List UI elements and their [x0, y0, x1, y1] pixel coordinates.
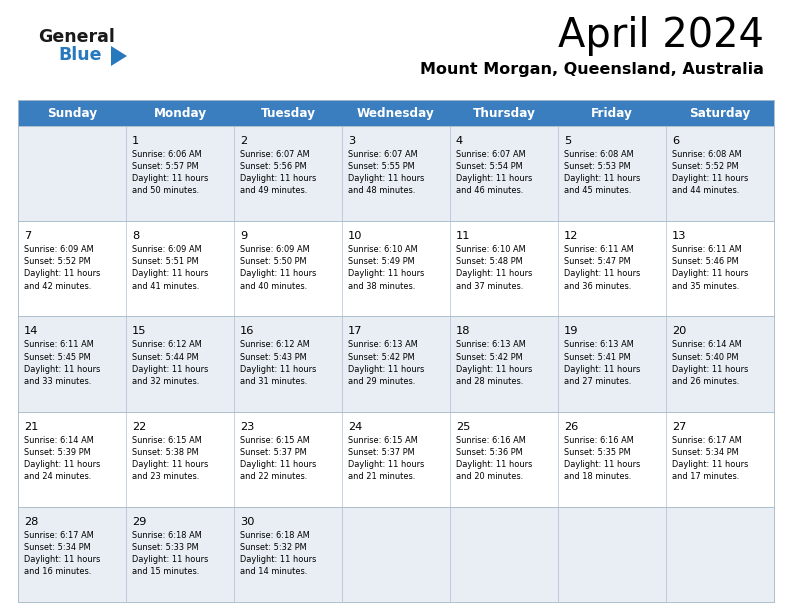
Text: 7: 7 [24, 231, 31, 241]
Text: Sunrise: 6:09 AM
Sunset: 5:52 PM
Daylight: 11 hours
and 42 minutes.: Sunrise: 6:09 AM Sunset: 5:52 PM Dayligh… [24, 245, 101, 291]
Text: 16: 16 [240, 326, 254, 337]
Text: Sunrise: 6:09 AM
Sunset: 5:51 PM
Daylight: 11 hours
and 41 minutes.: Sunrise: 6:09 AM Sunset: 5:51 PM Dayligh… [132, 245, 208, 291]
Text: 8: 8 [132, 231, 139, 241]
Text: 2: 2 [240, 136, 247, 146]
Text: 3: 3 [348, 136, 356, 146]
Text: 4: 4 [456, 136, 463, 146]
Text: Sunrise: 6:11 AM
Sunset: 5:47 PM
Daylight: 11 hours
and 36 minutes.: Sunrise: 6:11 AM Sunset: 5:47 PM Dayligh… [564, 245, 640, 291]
Text: Sunrise: 6:06 AM
Sunset: 5:57 PM
Daylight: 11 hours
and 50 minutes.: Sunrise: 6:06 AM Sunset: 5:57 PM Dayligh… [132, 150, 208, 195]
Text: 30: 30 [240, 517, 254, 527]
Text: Sunrise: 6:15 AM
Sunset: 5:37 PM
Daylight: 11 hours
and 22 minutes.: Sunrise: 6:15 AM Sunset: 5:37 PM Dayligh… [240, 436, 316, 481]
Text: Sunrise: 6:18 AM
Sunset: 5:33 PM
Daylight: 11 hours
and 15 minutes.: Sunrise: 6:18 AM Sunset: 5:33 PM Dayligh… [132, 531, 208, 577]
Text: Mount Morgan, Queensland, Australia: Mount Morgan, Queensland, Australia [420, 62, 764, 77]
Text: Sunrise: 6:18 AM
Sunset: 5:32 PM
Daylight: 11 hours
and 14 minutes.: Sunrise: 6:18 AM Sunset: 5:32 PM Dayligh… [240, 531, 316, 577]
Text: General: General [38, 28, 115, 46]
Text: Sunrise: 6:12 AM
Sunset: 5:44 PM
Daylight: 11 hours
and 32 minutes.: Sunrise: 6:12 AM Sunset: 5:44 PM Dayligh… [132, 340, 208, 386]
Text: Sunrise: 6:14 AM
Sunset: 5:39 PM
Daylight: 11 hours
and 24 minutes.: Sunrise: 6:14 AM Sunset: 5:39 PM Dayligh… [24, 436, 101, 481]
Bar [18, 412, 774, 507]
Text: Blue: Blue [58, 46, 101, 64]
Text: 13: 13 [672, 231, 687, 241]
Text: Sunrise: 6:14 AM
Sunset: 5:40 PM
Daylight: 11 hours
and 26 minutes.: Sunrise: 6:14 AM Sunset: 5:40 PM Dayligh… [672, 340, 748, 386]
Bar [18, 316, 774, 412]
Text: Sunrise: 6:17 AM
Sunset: 5:34 PM
Daylight: 11 hours
and 17 minutes.: Sunrise: 6:17 AM Sunset: 5:34 PM Dayligh… [672, 436, 748, 481]
Bar [18, 221, 774, 316]
Text: Wednesday: Wednesday [357, 106, 435, 119]
Text: Sunrise: 6:10 AM
Sunset: 5:48 PM
Daylight: 11 hours
and 37 minutes.: Sunrise: 6:10 AM Sunset: 5:48 PM Dayligh… [456, 245, 532, 291]
Text: 5: 5 [564, 136, 571, 146]
Text: 12: 12 [564, 231, 578, 241]
Text: 6: 6 [672, 136, 679, 146]
Bar [18, 126, 774, 221]
Text: Sunrise: 6:07 AM
Sunset: 5:54 PM
Daylight: 11 hours
and 46 minutes.: Sunrise: 6:07 AM Sunset: 5:54 PM Dayligh… [456, 150, 532, 195]
Text: Sunrise: 6:13 AM
Sunset: 5:41 PM
Daylight: 11 hours
and 27 minutes.: Sunrise: 6:13 AM Sunset: 5:41 PM Dayligh… [564, 340, 640, 386]
Text: Sunrise: 6:17 AM
Sunset: 5:34 PM
Daylight: 11 hours
and 16 minutes.: Sunrise: 6:17 AM Sunset: 5:34 PM Dayligh… [24, 531, 101, 577]
Text: 17: 17 [348, 326, 363, 337]
Text: 18: 18 [456, 326, 470, 337]
Text: 14: 14 [24, 326, 38, 337]
Text: 9: 9 [240, 231, 247, 241]
Text: 22: 22 [132, 422, 147, 431]
Text: 24: 24 [348, 422, 362, 431]
Text: Sunrise: 6:15 AM
Sunset: 5:37 PM
Daylight: 11 hours
and 21 minutes.: Sunrise: 6:15 AM Sunset: 5:37 PM Dayligh… [348, 436, 425, 481]
Text: Thursday: Thursday [473, 106, 535, 119]
Text: Monday: Monday [154, 106, 207, 119]
Text: 27: 27 [672, 422, 687, 431]
Text: Sunrise: 6:11 AM
Sunset: 5:46 PM
Daylight: 11 hours
and 35 minutes.: Sunrise: 6:11 AM Sunset: 5:46 PM Dayligh… [672, 245, 748, 291]
Text: Sunrise: 6:08 AM
Sunset: 5:53 PM
Daylight: 11 hours
and 45 minutes.: Sunrise: 6:08 AM Sunset: 5:53 PM Dayligh… [564, 150, 640, 195]
Polygon shape [111, 46, 127, 66]
Text: Sunrise: 6:16 AM
Sunset: 5:36 PM
Daylight: 11 hours
and 20 minutes.: Sunrise: 6:16 AM Sunset: 5:36 PM Dayligh… [456, 436, 532, 481]
Text: 11: 11 [456, 231, 470, 241]
Text: Sunrise: 6:12 AM
Sunset: 5:43 PM
Daylight: 11 hours
and 31 minutes.: Sunrise: 6:12 AM Sunset: 5:43 PM Dayligh… [240, 340, 316, 386]
Text: 19: 19 [564, 326, 578, 337]
Text: Sunrise: 6:09 AM
Sunset: 5:50 PM
Daylight: 11 hours
and 40 minutes.: Sunrise: 6:09 AM Sunset: 5:50 PM Dayligh… [240, 245, 316, 291]
Text: 21: 21 [24, 422, 38, 431]
Text: 28: 28 [24, 517, 38, 527]
Text: 20: 20 [672, 326, 687, 337]
Text: 15: 15 [132, 326, 147, 337]
Text: 26: 26 [564, 422, 578, 431]
Text: Sunrise: 6:13 AM
Sunset: 5:42 PM
Daylight: 11 hours
and 28 minutes.: Sunrise: 6:13 AM Sunset: 5:42 PM Dayligh… [456, 340, 532, 386]
Text: Sunrise: 6:11 AM
Sunset: 5:45 PM
Daylight: 11 hours
and 33 minutes.: Sunrise: 6:11 AM Sunset: 5:45 PM Dayligh… [24, 340, 101, 386]
Text: 29: 29 [132, 517, 147, 527]
Text: 10: 10 [348, 231, 363, 241]
Text: Friday: Friday [591, 106, 633, 119]
Text: 1: 1 [132, 136, 139, 146]
Text: Sunrise: 6:07 AM
Sunset: 5:56 PM
Daylight: 11 hours
and 49 minutes.: Sunrise: 6:07 AM Sunset: 5:56 PM Dayligh… [240, 150, 316, 195]
Text: Sunrise: 6:07 AM
Sunset: 5:55 PM
Daylight: 11 hours
and 48 minutes.: Sunrise: 6:07 AM Sunset: 5:55 PM Dayligh… [348, 150, 425, 195]
Text: Sunrise: 6:13 AM
Sunset: 5:42 PM
Daylight: 11 hours
and 29 minutes.: Sunrise: 6:13 AM Sunset: 5:42 PM Dayligh… [348, 340, 425, 386]
Text: 25: 25 [456, 422, 470, 431]
Text: Tuesday: Tuesday [261, 106, 315, 119]
Text: Saturday: Saturday [689, 106, 751, 119]
Text: 23: 23 [240, 422, 254, 431]
Text: April 2024: April 2024 [558, 16, 764, 56]
Bar [18, 507, 774, 602]
Bar [18, 100, 774, 126]
Text: Sunrise: 6:10 AM
Sunset: 5:49 PM
Daylight: 11 hours
and 38 minutes.: Sunrise: 6:10 AM Sunset: 5:49 PM Dayligh… [348, 245, 425, 291]
Text: Sunday: Sunday [47, 106, 97, 119]
Text: Sunrise: 6:16 AM
Sunset: 5:35 PM
Daylight: 11 hours
and 18 minutes.: Sunrise: 6:16 AM Sunset: 5:35 PM Dayligh… [564, 436, 640, 481]
Text: Sunrise: 6:15 AM
Sunset: 5:38 PM
Daylight: 11 hours
and 23 minutes.: Sunrise: 6:15 AM Sunset: 5:38 PM Dayligh… [132, 436, 208, 481]
Text: Sunrise: 6:08 AM
Sunset: 5:52 PM
Daylight: 11 hours
and 44 minutes.: Sunrise: 6:08 AM Sunset: 5:52 PM Dayligh… [672, 150, 748, 195]
